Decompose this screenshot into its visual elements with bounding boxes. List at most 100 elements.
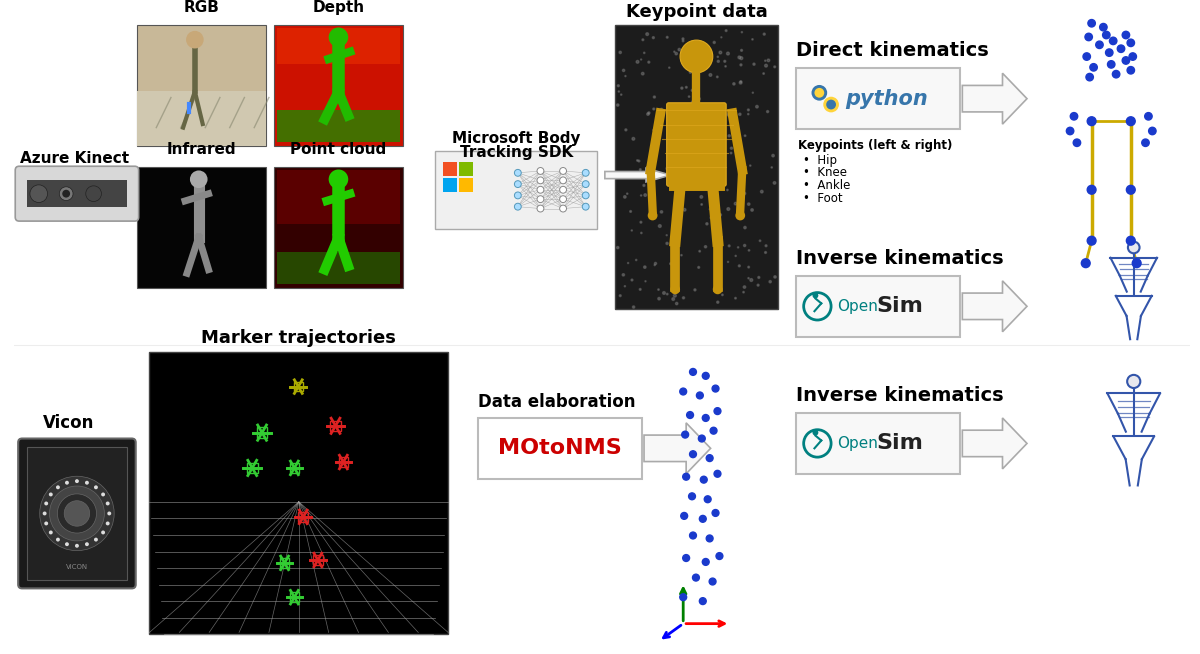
Circle shape bbox=[748, 203, 750, 205]
Bar bbox=[330, 421, 341, 431]
Circle shape bbox=[811, 85, 827, 101]
Circle shape bbox=[774, 66, 775, 68]
Circle shape bbox=[670, 166, 672, 168]
Circle shape bbox=[49, 492, 53, 496]
Circle shape bbox=[710, 427, 716, 434]
Circle shape bbox=[688, 129, 690, 132]
Circle shape bbox=[727, 189, 728, 190]
Circle shape bbox=[748, 266, 750, 268]
Circle shape bbox=[679, 594, 686, 600]
Circle shape bbox=[719, 51, 721, 54]
Circle shape bbox=[1087, 236, 1096, 245]
Bar bbox=[137, 26, 266, 146]
Circle shape bbox=[677, 205, 679, 207]
Circle shape bbox=[643, 266, 646, 268]
Circle shape bbox=[59, 187, 73, 201]
Circle shape bbox=[619, 51, 622, 54]
Circle shape bbox=[748, 277, 749, 279]
Circle shape bbox=[662, 292, 665, 294]
Circle shape bbox=[744, 226, 746, 229]
Circle shape bbox=[716, 553, 722, 559]
Circle shape bbox=[677, 231, 679, 233]
Circle shape bbox=[1127, 67, 1134, 74]
Circle shape bbox=[701, 203, 702, 205]
Circle shape bbox=[643, 184, 644, 186]
Text: MOtoNMS: MOtoNMS bbox=[498, 438, 622, 458]
Circle shape bbox=[683, 297, 684, 299]
Circle shape bbox=[626, 193, 628, 194]
Circle shape bbox=[1096, 41, 1103, 48]
Text: •  Knee: • Knee bbox=[803, 166, 847, 179]
Circle shape bbox=[666, 293, 668, 295]
Circle shape bbox=[44, 521, 48, 525]
Circle shape bbox=[1090, 63, 1097, 71]
Circle shape bbox=[739, 148, 742, 152]
Circle shape bbox=[106, 502, 109, 506]
Circle shape bbox=[718, 60, 719, 62]
Bar bbox=[458, 162, 473, 176]
Circle shape bbox=[716, 76, 718, 78]
Circle shape bbox=[716, 301, 719, 303]
Circle shape bbox=[680, 254, 682, 256]
Circle shape bbox=[691, 101, 694, 103]
Bar bbox=[257, 427, 268, 438]
Circle shape bbox=[710, 217, 712, 218]
Circle shape bbox=[682, 38, 684, 40]
Polygon shape bbox=[605, 168, 671, 182]
Circle shape bbox=[94, 485, 98, 489]
Bar bbox=[274, 167, 403, 288]
Circle shape bbox=[727, 113, 730, 116]
Circle shape bbox=[559, 177, 566, 184]
Circle shape bbox=[58, 494, 96, 533]
Text: RGB: RGB bbox=[184, 1, 220, 16]
Circle shape bbox=[660, 211, 662, 213]
Circle shape bbox=[691, 60, 692, 61]
Text: Open: Open bbox=[836, 436, 878, 451]
Text: Tracking SDK: Tracking SDK bbox=[460, 145, 572, 160]
Circle shape bbox=[329, 27, 348, 47]
Polygon shape bbox=[962, 418, 1027, 469]
Circle shape bbox=[1084, 53, 1091, 60]
Bar bbox=[796, 276, 960, 337]
Circle shape bbox=[1081, 259, 1090, 267]
Circle shape bbox=[43, 511, 47, 515]
Circle shape bbox=[85, 186, 102, 201]
Circle shape bbox=[743, 286, 745, 288]
Circle shape bbox=[641, 195, 642, 196]
Text: Azure Kinect: Azure Kinect bbox=[20, 151, 130, 166]
Circle shape bbox=[661, 120, 662, 122]
Circle shape bbox=[738, 247, 739, 248]
Circle shape bbox=[1088, 20, 1096, 27]
Circle shape bbox=[653, 96, 655, 98]
Circle shape bbox=[1103, 31, 1110, 39]
Bar bbox=[294, 382, 302, 391]
Circle shape bbox=[1122, 31, 1129, 39]
Circle shape bbox=[815, 88, 824, 97]
Circle shape bbox=[692, 574, 700, 581]
Bar bbox=[289, 463, 299, 473]
Circle shape bbox=[515, 169, 521, 177]
Circle shape bbox=[1067, 128, 1074, 135]
Circle shape bbox=[690, 368, 696, 375]
Circle shape bbox=[1145, 112, 1152, 120]
Circle shape bbox=[1087, 185, 1096, 194]
Circle shape bbox=[1085, 33, 1092, 41]
Circle shape bbox=[826, 99, 836, 109]
Bar bbox=[277, 28, 400, 64]
Bar bbox=[614, 26, 779, 309]
Circle shape bbox=[644, 194, 647, 196]
Bar bbox=[274, 26, 403, 146]
Circle shape bbox=[653, 37, 654, 39]
Circle shape bbox=[678, 48, 680, 51]
Circle shape bbox=[65, 501, 90, 526]
Circle shape bbox=[700, 196, 703, 198]
Circle shape bbox=[758, 277, 760, 279]
Bar bbox=[796, 68, 960, 129]
Circle shape bbox=[658, 298, 660, 300]
Bar bbox=[796, 413, 960, 473]
Circle shape bbox=[721, 294, 724, 296]
Circle shape bbox=[674, 114, 676, 116]
Circle shape bbox=[1105, 49, 1112, 56]
Circle shape bbox=[559, 205, 566, 212]
Circle shape bbox=[56, 485, 60, 489]
